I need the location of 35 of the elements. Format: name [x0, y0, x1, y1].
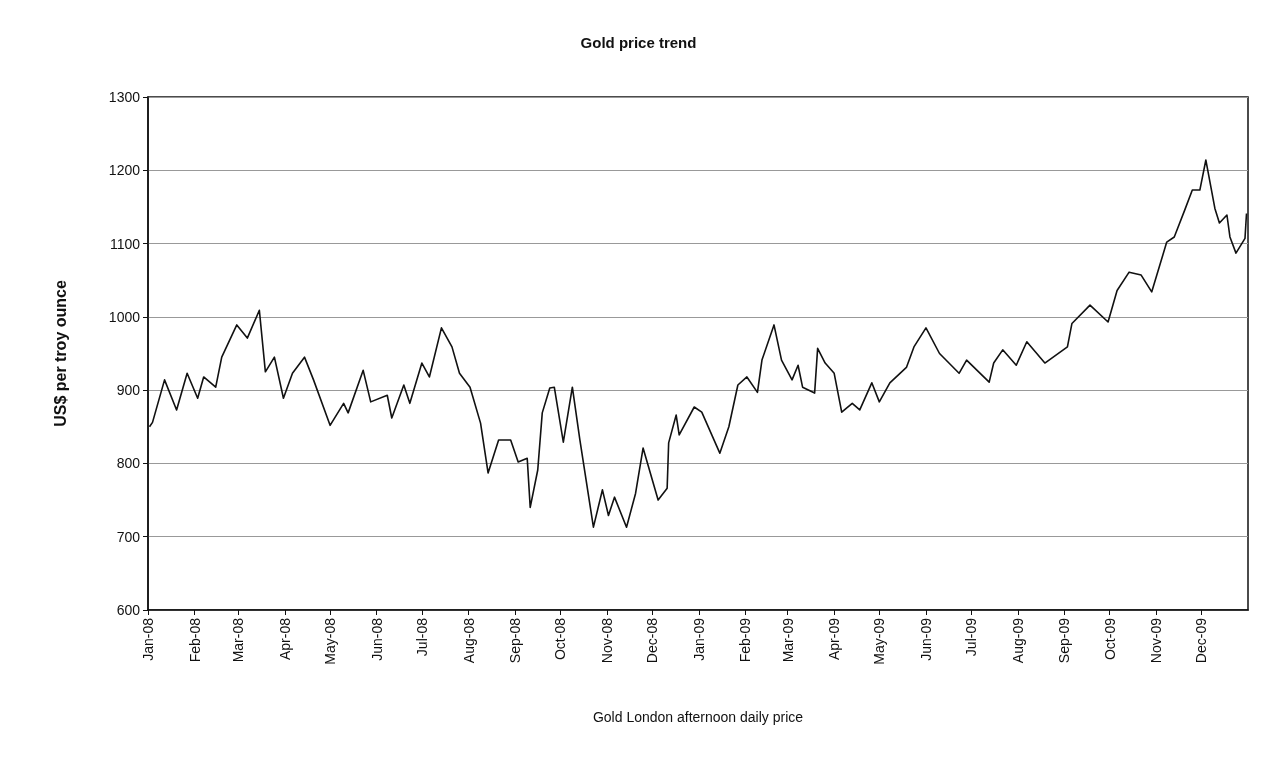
x-tick-label: Apr-08	[276, 617, 293, 661]
x-tick-label: Nov-08	[598, 617, 615, 664]
x-tick-label: Sep-09	[1056, 617, 1073, 664]
x-tick-label: Jun-08	[368, 617, 385, 661]
x-tick-label: Sep-08	[507, 617, 524, 664]
x-tick-label: Jul-08	[413, 617, 430, 657]
y-tick-label: 600	[116, 602, 141, 618]
y-tick-label: 900	[116, 382, 141, 399]
x-tick-label: Jun-09	[917, 617, 934, 661]
x-tick-label: Dec-08	[644, 617, 661, 664]
x-tick-label: Oct-08	[552, 617, 569, 661]
x-tick-label: May-09	[871, 617, 888, 665]
y-tick-label: 1300	[108, 89, 141, 105]
y-tick-label: 1100	[109, 235, 141, 252]
y-tick-label: 800	[116, 455, 141, 472]
x-tick-label: Mar-08	[230, 617, 247, 663]
x-tick-label: Jan-08	[140, 617, 156, 661]
x-tick-label: Mar-09	[779, 617, 796, 663]
y-tick-label: 1200	[108, 162, 141, 179]
y-tick-label: 700	[116, 528, 141, 545]
x-tick-label: May-08	[322, 617, 339, 665]
x-tick-label: Jan-09	[690, 617, 707, 661]
x-tick-label: Dec-09	[1193, 617, 1210, 664]
y-axis-title: US$ per troy ounce	[51, 280, 69, 427]
x-tick-label: Nov-09	[1148, 617, 1165, 664]
x-tick-label: Feb-09	[737, 617, 754, 663]
x-tick-label: Aug-08	[460, 617, 477, 664]
x-tick-label: Apr-09	[826, 617, 843, 661]
x-axis-title: Gold London afternoon daily price	[592, 709, 804, 725]
x-tick-label: Feb-08	[186, 617, 203, 663]
x-tick-label: Oct-09	[1101, 617, 1118, 661]
x-tick-label: Aug-09	[1009, 617, 1026, 664]
y-tick-label: 1000	[108, 308, 141, 325]
chart-title: Gold price trend	[580, 34, 697, 51]
x-tick-label: Jul-09	[963, 617, 980, 657]
